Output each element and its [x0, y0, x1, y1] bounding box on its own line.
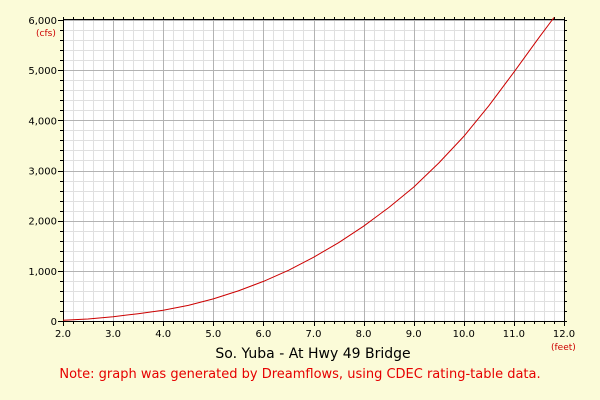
x-tick-label: 3.0	[105, 329, 121, 340]
y-tick-label: 1,000	[28, 267, 57, 278]
x-tick-label: 12.0	[553, 329, 575, 340]
y-tick-label: 0	[51, 317, 57, 328]
x-tick-label: 10.0	[453, 329, 475, 340]
chart-title: So. Yuba - At Hwy 49 Bridge	[215, 346, 410, 362]
rating-curve-line	[62, 17, 555, 321]
x-tick-label: 7.0	[306, 329, 322, 340]
x-tick-label: 6.0	[255, 329, 271, 340]
plot-area	[63, 20, 564, 321]
y-tick-label: 5,000	[28, 66, 57, 77]
x-tick-label: 5.0	[205, 329, 221, 340]
x-tick-label: 2.0	[55, 329, 71, 340]
y-tick-label: 3,000	[28, 167, 57, 178]
x-unit-label: (feet)	[551, 343, 576, 353]
x-tick-label: 8.0	[356, 329, 372, 340]
x-tick-label: 9.0	[406, 329, 422, 340]
data-source-note: Note: graph was generated by Dreamflows,…	[59, 367, 540, 382]
x-axis-ticks: 2.0 3.0 4.0 5.0 6.0 7.0 8.0 9.0 10.0 11.0 12.0	[55, 321, 575, 340]
y-tick-label: 2,000	[28, 217, 57, 228]
y-tick-label: 4,000	[28, 116, 57, 127]
y-unit-label: (cfs)	[36, 29, 56, 39]
x-tick-label: 4.0	[155, 329, 171, 340]
y-axis-ticks: 0 1,000 2,000 3,000 4,000 5,000 6,000	[28, 16, 63, 328]
y-tick-label: 6,000	[28, 16, 57, 27]
x-tick-label: 11.0	[503, 329, 525, 340]
series-layer	[62, 17, 555, 321]
